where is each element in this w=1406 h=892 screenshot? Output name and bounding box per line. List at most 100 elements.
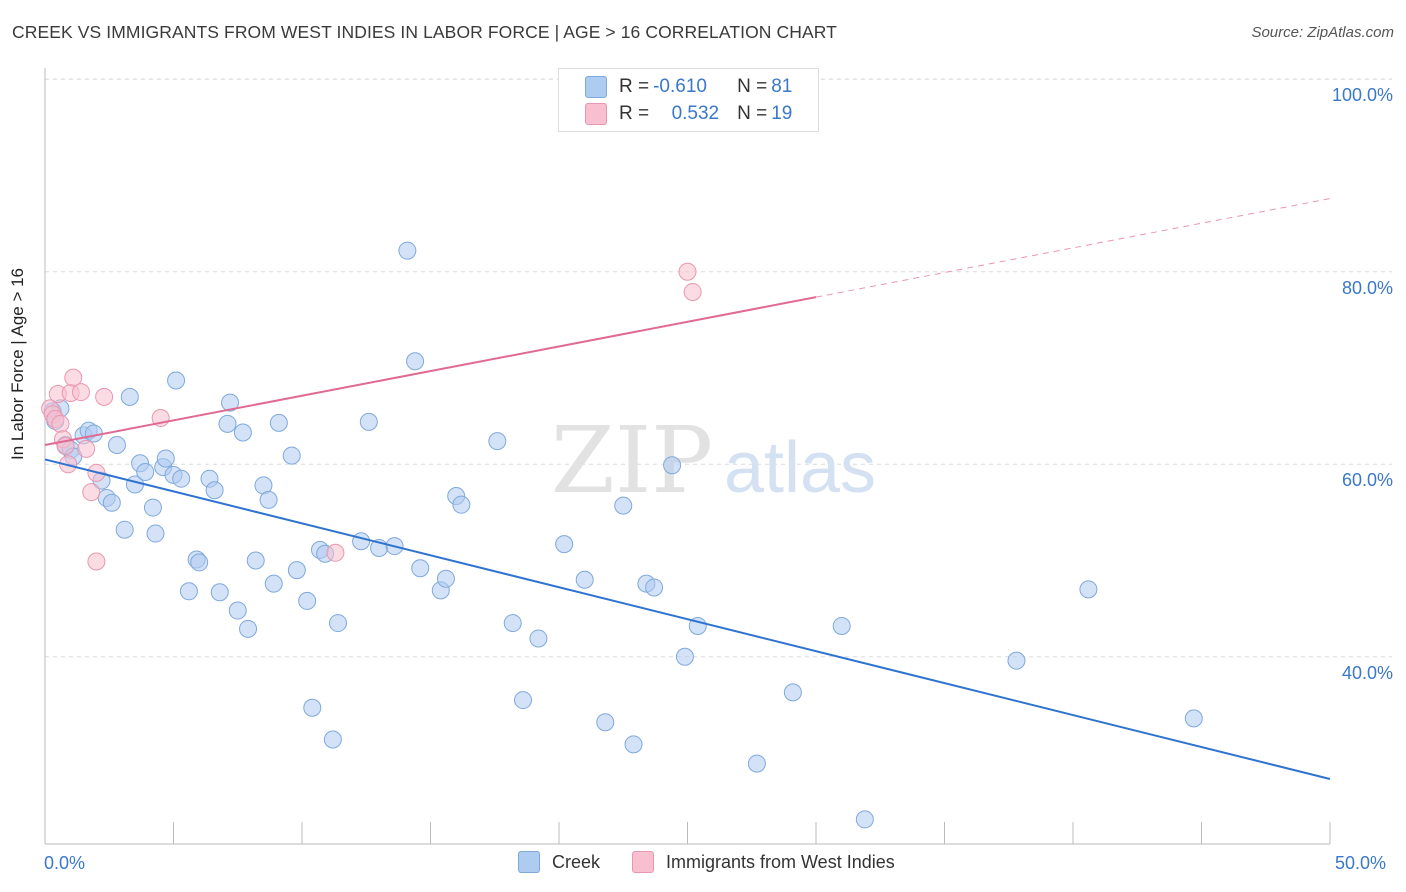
- r-value: 0.532: [671, 103, 720, 124]
- scatter-points: [41, 241, 1203, 829]
- stats-legend-row-creek: R = -0.610 N = 81: [585, 75, 792, 99]
- creek-point: [514, 691, 533, 710]
- creek-point: [1184, 709, 1203, 728]
- creek-point: [102, 493, 121, 512]
- legend-item-creek[interactable]: Creek: [518, 851, 600, 873]
- west-indies-trend-line-projection: [815, 198, 1331, 298]
- creek-point: [107, 436, 126, 454]
- creek-point: [269, 413, 288, 432]
- creek-point: [298, 591, 317, 610]
- creek-point: [624, 735, 643, 754]
- creek-point: [555, 535, 574, 554]
- creek-point: [663, 456, 682, 475]
- n-label: N =: [737, 103, 768, 124]
- creek-point: [143, 498, 162, 517]
- y-axis-label: In Labor Force | Age > 16: [8, 267, 27, 460]
- creek-point: [287, 561, 306, 580]
- west-indies-point: [71, 383, 90, 402]
- creek-point: [172, 469, 191, 488]
- west-indies-point: [51, 414, 70, 433]
- y-tick-label: 80.0%: [1341, 277, 1393, 298]
- creek-point: [832, 616, 851, 635]
- creek-point: [246, 551, 265, 570]
- y-tick-label: 40.0%: [1341, 662, 1393, 683]
- n-value: 81: [771, 76, 793, 97]
- creek-point: [503, 614, 522, 633]
- creek-point: [210, 583, 229, 602]
- creek-point: [1079, 580, 1098, 599]
- source-label: Source: ZipAtlas.com: [1251, 24, 1394, 41]
- creek-point: [452, 495, 471, 514]
- series-legend: Creek Immigrants from West Indies: [0, 851, 1406, 877]
- creek-point: [233, 423, 252, 442]
- west-indies-legend-swatch: [632, 851, 654, 873]
- west-indies-point: [64, 368, 83, 387]
- n-label: N =: [737, 76, 768, 97]
- x-tick-label-min: 0.0%: [44, 853, 86, 873]
- legend-label: Immigrants from West Indies: [666, 851, 895, 872]
- west-indies-point: [326, 543, 345, 562]
- creek-point: [529, 629, 548, 648]
- creek-point: [146, 524, 165, 543]
- creek-point: [221, 393, 240, 412]
- creek-point: [675, 647, 694, 666]
- creek-legend-swatch: [518, 851, 540, 873]
- creek-point: [179, 582, 198, 601]
- creek-point: [398, 241, 417, 260]
- chart-title: CREEK VS IMMIGRANTS FROM WEST INDIES IN …: [12, 22, 837, 42]
- creek-point: [282, 446, 301, 465]
- creek-point: [167, 371, 186, 390]
- creek-point: [218, 414, 237, 433]
- stats-legend-row-west-indies: R = 0.532 N = 19: [585, 102, 792, 126]
- creek-swatch: [585, 76, 607, 98]
- stats-legend: R = -0.610 N = 81 R = 0.532 N = 19: [558, 68, 819, 132]
- creek-point: [303, 698, 322, 717]
- creek-point: [575, 570, 594, 589]
- r-label: R =: [619, 103, 650, 124]
- creek-point: [488, 432, 507, 451]
- creek-point: [747, 754, 766, 773]
- creek-point: [1007, 651, 1026, 670]
- r-label: R =: [619, 76, 650, 97]
- creek-point: [205, 481, 224, 500]
- x-tick-label-max: 50.0%: [1335, 853, 1387, 873]
- creek-point: [411, 559, 430, 578]
- creek-point: [359, 412, 378, 431]
- trend-lines: [44, 198, 1331, 780]
- west-indies-point: [77, 439, 96, 458]
- creek-point: [614, 496, 633, 515]
- y-tick-label: 100.0%: [1331, 85, 1393, 106]
- legend-label: Creek: [552, 851, 601, 872]
- west-indies-swatch: [585, 103, 607, 125]
- west-indies-point: [95, 387, 114, 406]
- creek-point: [352, 532, 371, 551]
- creek-point: [406, 352, 425, 371]
- creek-point: [190, 553, 209, 572]
- creek-point: [259, 490, 278, 509]
- creek-point: [436, 569, 455, 588]
- creek-point: [264, 574, 283, 593]
- creek-point: [783, 683, 802, 702]
- watermark: ZIP atlas: [551, 407, 876, 514]
- west-indies-point: [683, 282, 702, 301]
- creek-point: [596, 713, 615, 732]
- creek-point: [328, 614, 347, 633]
- watermark-atlas: atlas: [724, 428, 876, 508]
- west-indies-point: [678, 262, 697, 281]
- creek-point: [228, 601, 247, 620]
- watermark-zip: ZIP: [551, 407, 713, 514]
- creek-point: [136, 462, 155, 481]
- grid-lines: [45, 78, 1392, 658]
- r-value: -0.610: [653, 76, 707, 97]
- creek-point: [239, 619, 258, 638]
- creek-point: [156, 449, 175, 468]
- creek-point: [855, 810, 874, 829]
- n-value: 19: [771, 103, 793, 124]
- creek-point: [323, 730, 342, 749]
- creek-point: [120, 387, 139, 406]
- legend-item-west-indies[interactable]: Immigrants from West Indies: [632, 851, 895, 873]
- west-indies-point: [87, 552, 106, 571]
- y-tick-label: 60.0%: [1341, 470, 1393, 491]
- axes: [44, 68, 1331, 845]
- west-indies-trend-line: [44, 296, 817, 446]
